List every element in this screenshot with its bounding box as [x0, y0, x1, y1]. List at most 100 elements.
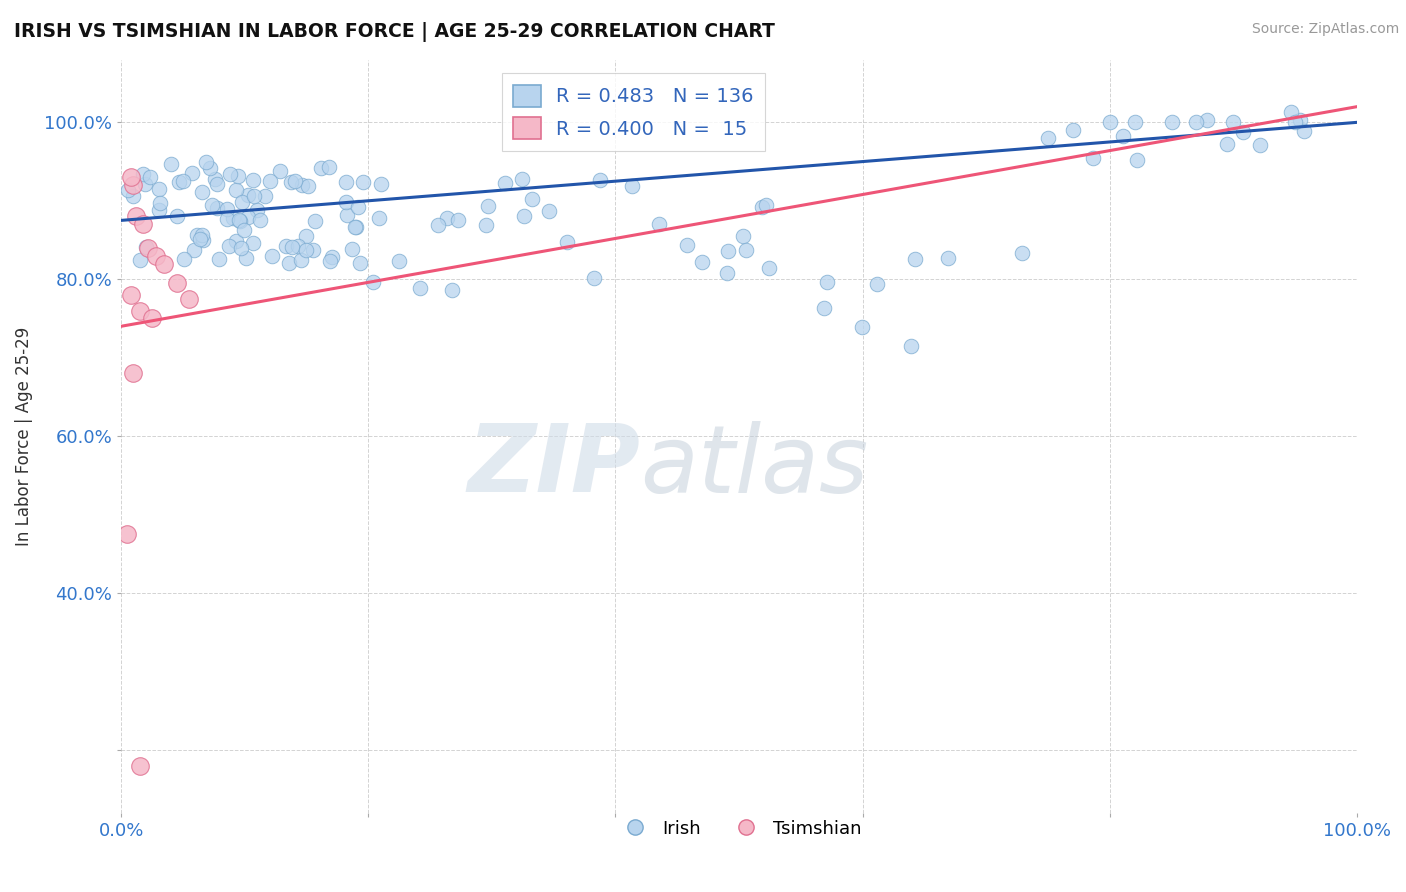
- Point: [173, 252, 195, 266]
- Point: [734, 243, 756, 257]
- Point: [128, 303, 150, 318]
- Point: [1222, 115, 1244, 129]
- Point: [236, 187, 259, 202]
- Point: [188, 232, 211, 246]
- Point: [242, 236, 264, 251]
- Point: [1112, 129, 1135, 144]
- Point: [183, 243, 205, 257]
- Point: [274, 239, 297, 253]
- Point: [319, 254, 342, 268]
- Point: [1284, 115, 1306, 129]
- Point: [690, 255, 713, 269]
- Point: [1279, 105, 1302, 120]
- Point: [277, 256, 299, 270]
- Point: [936, 251, 959, 265]
- Point: [236, 210, 259, 224]
- Point: [346, 201, 368, 215]
- Point: [446, 213, 468, 227]
- Text: atlas: atlas: [640, 421, 869, 512]
- Point: [218, 239, 240, 253]
- Point: [477, 199, 499, 213]
- Point: [280, 175, 302, 189]
- Point: [301, 244, 323, 258]
- Point: [297, 179, 319, 194]
- Point: [141, 311, 163, 326]
- Point: [242, 173, 264, 187]
- Point: [755, 198, 778, 212]
- Point: [716, 266, 738, 280]
- Point: [1232, 125, 1254, 139]
- Point: [135, 240, 157, 254]
- Point: [1036, 131, 1059, 145]
- Point: [361, 276, 384, 290]
- Point: [228, 213, 250, 227]
- Point: [1289, 113, 1312, 128]
- Point: [166, 276, 188, 290]
- Point: [309, 161, 332, 175]
- Point: [295, 228, 318, 243]
- Point: [1160, 115, 1182, 129]
- Point: [1123, 115, 1146, 129]
- Point: [370, 177, 392, 191]
- Point: [190, 186, 212, 200]
- Point: [153, 256, 176, 270]
- Point: [344, 220, 367, 235]
- Point: [494, 176, 516, 190]
- Point: [676, 238, 699, 252]
- Point: [204, 172, 226, 186]
- Point: [129, 252, 152, 267]
- Point: [648, 217, 671, 231]
- Text: IRISH VS TSIMSHIAN IN LABOR FORCE | AGE 25-29 CORRELATION CHART: IRISH VS TSIMSHIAN IN LABOR FORCE | AGE …: [14, 22, 775, 42]
- Point: [145, 249, 167, 263]
- Point: [367, 211, 389, 226]
- Point: [128, 758, 150, 772]
- Point: [181, 166, 204, 180]
- Point: [225, 183, 247, 197]
- Point: [208, 252, 231, 267]
- Point: [900, 339, 922, 353]
- Point: [436, 211, 458, 225]
- Point: [219, 167, 242, 181]
- Point: [260, 250, 283, 264]
- Point: [1249, 137, 1271, 152]
- Point: [122, 178, 145, 193]
- Point: [281, 240, 304, 254]
- Point: [172, 174, 194, 188]
- Point: [231, 241, 253, 255]
- Point: [117, 183, 139, 197]
- Point: [229, 213, 252, 227]
- Point: [1185, 115, 1208, 129]
- Point: [259, 174, 281, 188]
- Point: [132, 217, 155, 231]
- Point: [167, 175, 190, 189]
- Point: [1081, 152, 1104, 166]
- Point: [1126, 153, 1149, 167]
- Point: [190, 227, 212, 242]
- Point: [335, 208, 357, 222]
- Point: [284, 174, 307, 188]
- Point: [409, 280, 432, 294]
- Point: [851, 320, 873, 334]
- Point: [186, 228, 208, 243]
- Point: [344, 219, 367, 234]
- Point: [290, 253, 312, 268]
- Point: [191, 233, 214, 247]
- Point: [269, 164, 291, 178]
- Point: [120, 170, 142, 185]
- Point: [813, 301, 835, 315]
- Point: [235, 251, 257, 265]
- Point: [194, 155, 217, 169]
- Point: [179, 292, 201, 306]
- Point: [520, 192, 543, 206]
- Point: [349, 255, 371, 269]
- Point: [148, 202, 170, 217]
- Point: [117, 527, 139, 541]
- Point: [717, 244, 740, 259]
- Point: [340, 242, 363, 256]
- Point: [866, 277, 889, 291]
- Point: [388, 254, 411, 268]
- Point: [751, 200, 773, 214]
- Point: [335, 195, 357, 210]
- Point: [1098, 115, 1121, 129]
- Point: [120, 288, 142, 302]
